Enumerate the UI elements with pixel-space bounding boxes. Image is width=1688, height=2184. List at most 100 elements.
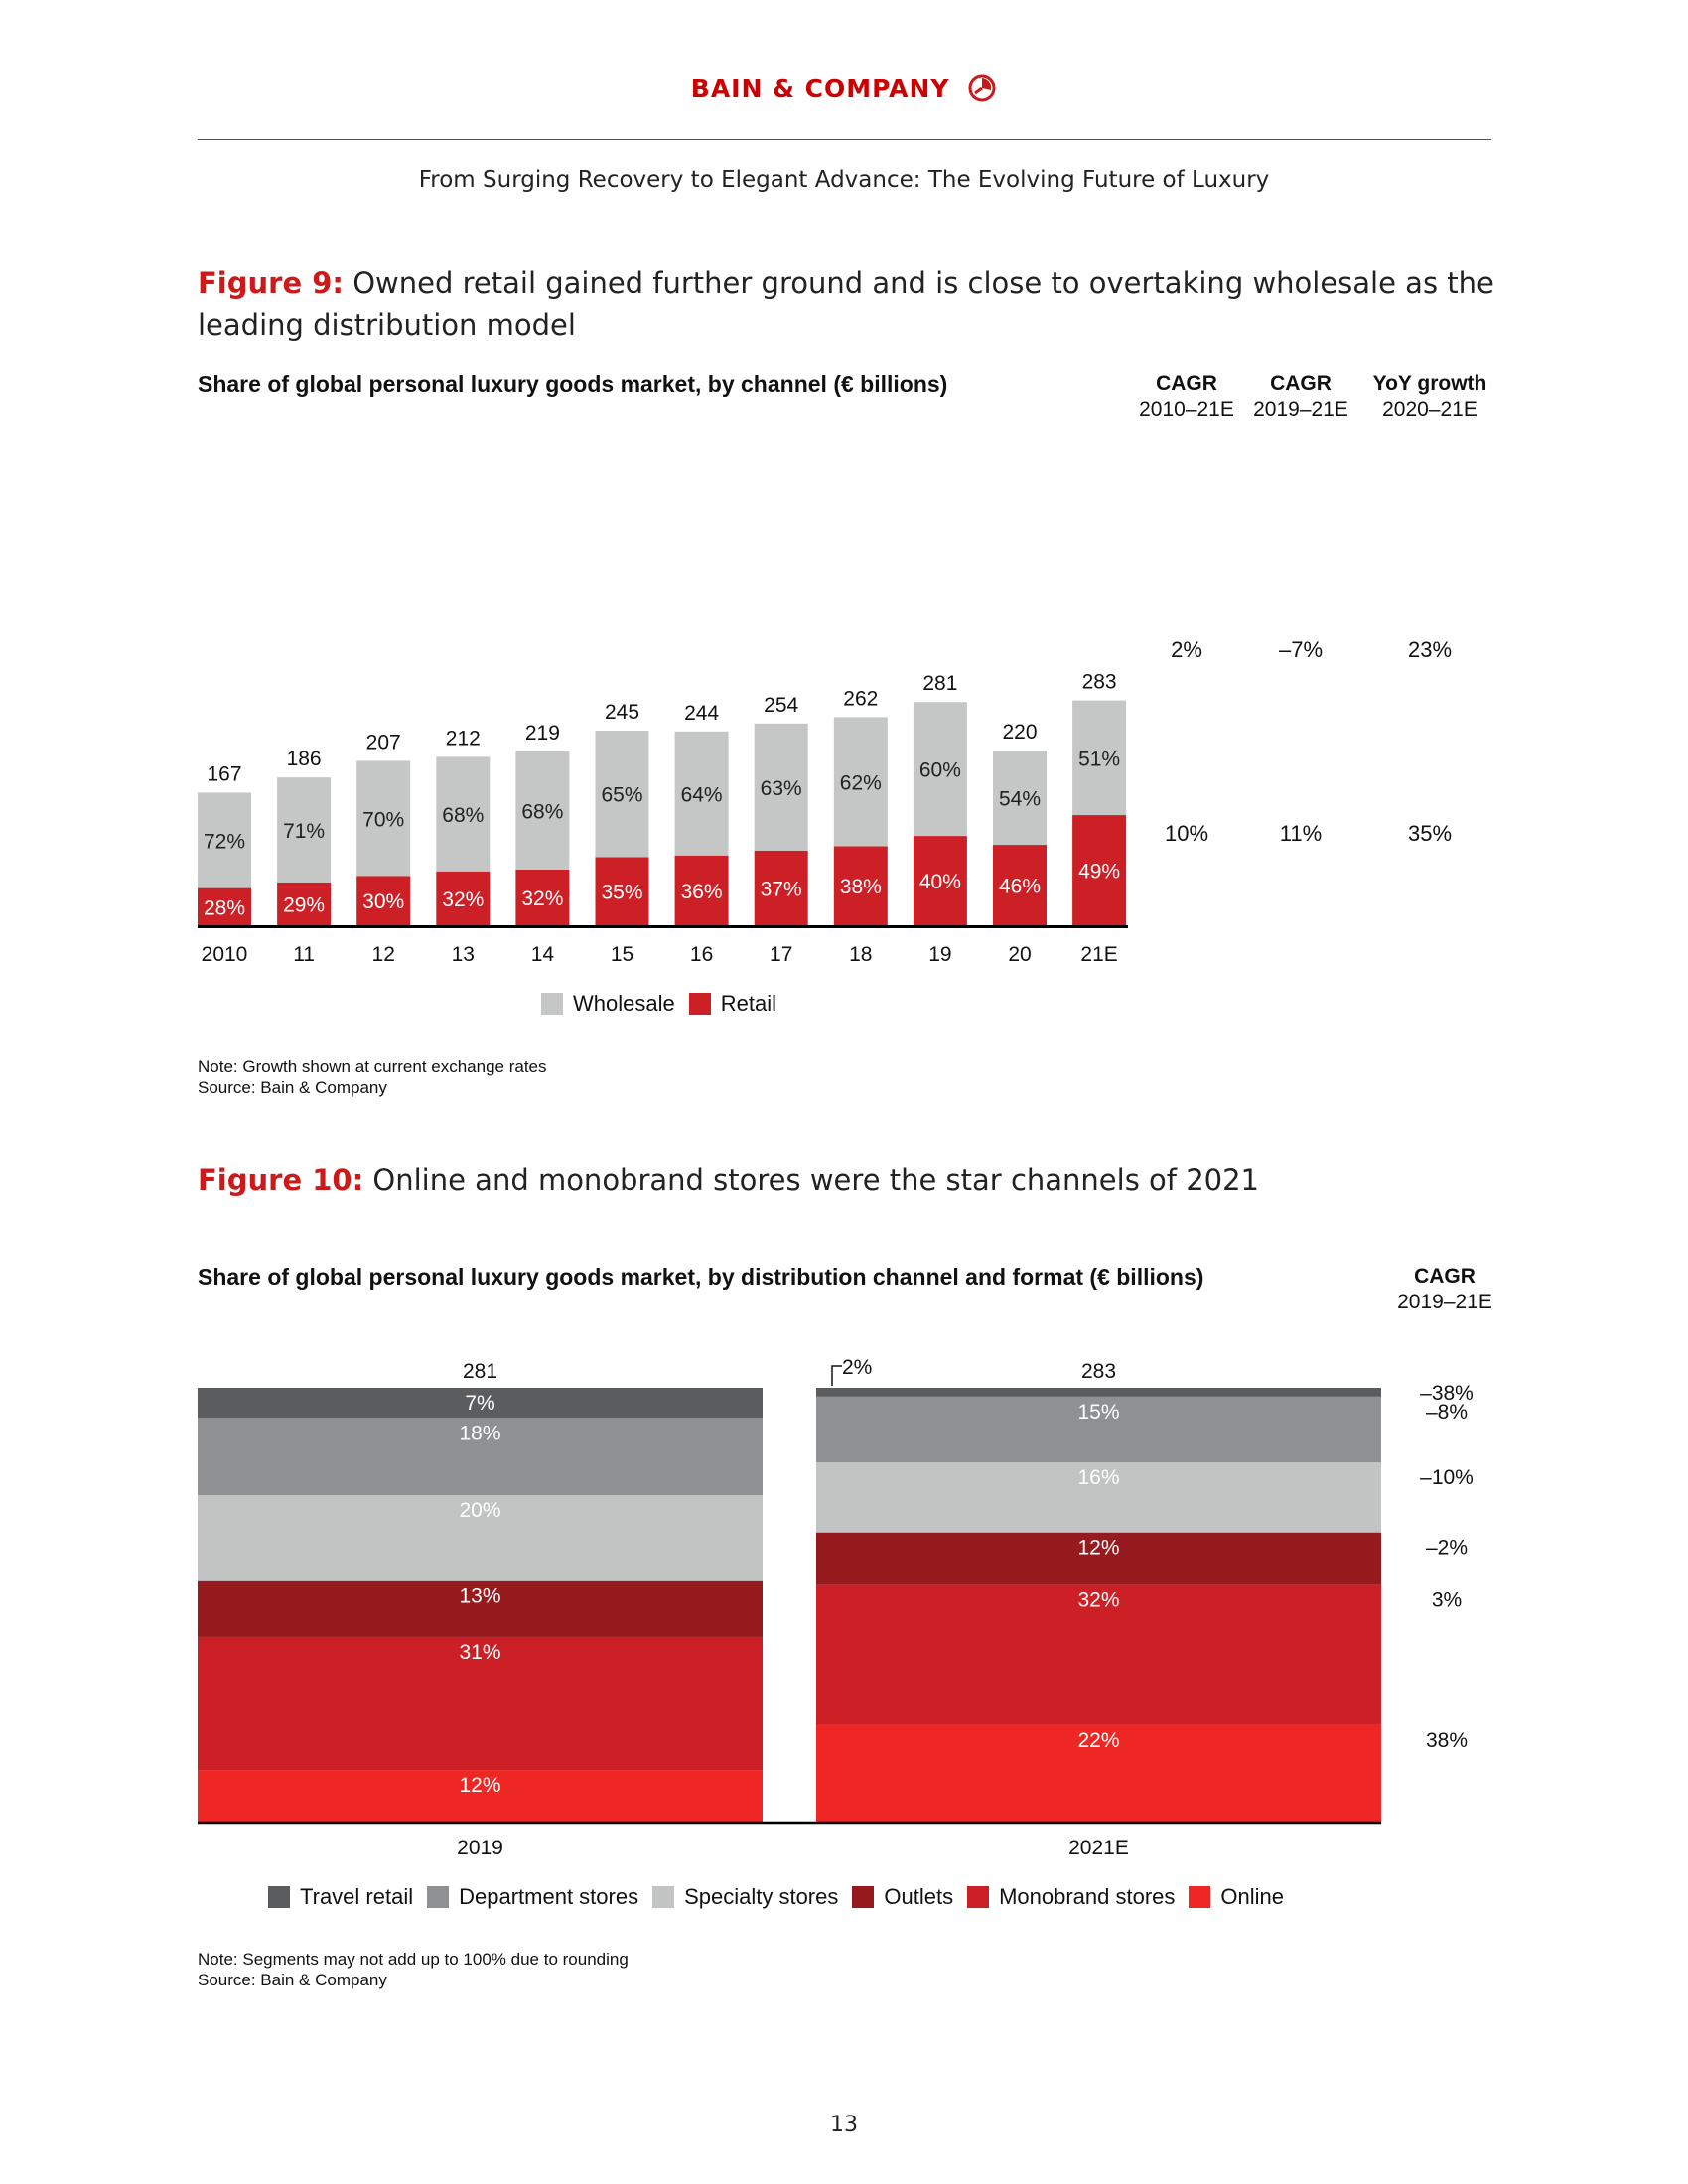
specialty-stores-share-label: 16%	[1077, 1466, 1119, 1489]
retail-bar-11	[277, 882, 332, 925]
legend-label: Specialty stores	[684, 1884, 839, 1909]
growth-retail-cagr-2019: 11%	[1279, 821, 1323, 846]
total-label: 254	[764, 694, 798, 717]
outlets-segment-2021e	[816, 1532, 1381, 1585]
retail-bar-20	[993, 845, 1047, 925]
page-number: 13	[830, 2113, 858, 2137]
total-label: 281	[463, 1360, 497, 1383]
retail-bar-16	[674, 855, 729, 925]
col-head-line1: CAGR	[1156, 372, 1217, 395]
wholesale-share-label: 62%	[840, 771, 882, 794]
cagr-value: 3%	[1432, 1589, 1462, 1612]
wholesale-bar-2010	[198, 792, 251, 888]
wholesale-share-label: 64%	[681, 783, 723, 806]
growth-retail-yoy: 35%	[1407, 821, 1453, 846]
col-head-line2: 2019–21E	[1397, 1291, 1492, 1313]
total-label: 283	[1081, 1360, 1116, 1383]
online-segment-2021e	[816, 1724, 1381, 1822]
legend-label: Wholesale	[573, 991, 675, 1016]
x-tick-label: 20	[1008, 943, 1031, 966]
col-head-line1: CAGR	[1270, 372, 1332, 395]
cagr-value: –8%	[1426, 1401, 1468, 1424]
retail-share-label: 36%	[681, 881, 723, 903]
wholesale-bar-12	[356, 760, 411, 877]
retail-share-label: 28%	[204, 896, 245, 919]
retail-bar-14	[515, 869, 570, 925]
retail-bar-18	[833, 846, 888, 925]
figure10-chart: 12% 31% 13% 20% 18% 7% 281 2019 22% 32% 12% 16% 15% 2…	[198, 1356, 1474, 1859]
department-stores-segment-2019	[198, 1418, 763, 1496]
x-tick-label: 11	[293, 943, 315, 966]
legend-item-department-stores: Department stores	[427, 1884, 638, 1910]
online-segment-2019	[198, 1770, 763, 1822]
x-tick-label: 2010	[202, 943, 248, 966]
cagr-value: –38%	[1420, 1382, 1474, 1405]
retail-share-label: 30%	[362, 890, 404, 913]
wholesale-share-label: 65%	[601, 784, 642, 807]
wholesale-swatch	[541, 993, 563, 1015]
header-divider	[198, 139, 1491, 140]
growth-retail-cagr-2010: 10%	[1164, 821, 1209, 846]
legend-item-online: Online	[1189, 1884, 1284, 1910]
wholesale-share-label: 51%	[1078, 748, 1120, 770]
total-label: 244	[684, 702, 719, 725]
figure10-title: Figure 10: Online and monobrand stores w…	[198, 1160, 1498, 1201]
wholesale-bar-16	[674, 731, 729, 856]
x-tick-label: 19	[928, 943, 951, 966]
online-share-label: 12%	[459, 1774, 500, 1797]
outlets-share-label: 13%	[459, 1585, 500, 1608]
brand-header: BAIN & COMPANY	[0, 73, 1688, 103]
growth-wholesale-yoy: 23%	[1407, 637, 1453, 662]
figure10-col-cagr: CAGR 2019–21E	[1375, 1264, 1514, 1315]
legend-label: Monobrand stores	[999, 1884, 1176, 1909]
outlets-segment-2019	[198, 1580, 763, 1637]
retail-bar-12	[356, 876, 411, 925]
total-label: 220	[1002, 721, 1037, 744]
wholesale-share-label: 70%	[362, 808, 404, 831]
x-tick-label: 18	[849, 943, 872, 966]
wholesale-bar-17	[754, 723, 808, 851]
legend-label: Outlets	[884, 1884, 954, 1909]
online-share-label: 22%	[1077, 1729, 1119, 1752]
legend-item-travel-retail: Travel retail	[268, 1884, 413, 1910]
wholesale-bar-13	[436, 756, 491, 872]
wholesale-share-label: 68%	[442, 804, 484, 827]
wholesale-bar-21e	[1072, 700, 1127, 816]
figure10-title-text: Online and monobrand stores were the sta…	[372, 1163, 1260, 1197]
legend-label: Retail	[720, 991, 776, 1016]
figure9-chart-subtitle: Share of global personal luxury goods ma…	[198, 371, 948, 397]
figure9-source: Source: Bain & Company	[198, 1078, 387, 1097]
legend-item-wholesale: Wholesale	[541, 991, 675, 1017]
specialty-stores-segment-2021e	[816, 1462, 1381, 1533]
retail-bar-17	[754, 850, 808, 925]
total-label: 262	[843, 687, 878, 710]
figure10-source: Source: Bain & Company	[198, 1971, 387, 1989]
x-tick-label: 16	[690, 943, 713, 966]
col-head-line2: 2019–21E	[1253, 398, 1348, 421]
retail-share-label: 32%	[442, 888, 484, 911]
retail-share-label: 40%	[919, 871, 961, 893]
monobrand-stores-segment-2019	[198, 1636, 763, 1771]
wholesale-share-label: 54%	[999, 788, 1041, 811]
wholesale-share-label: 68%	[521, 800, 563, 823]
bain-logo-icon	[968, 74, 996, 102]
department-stores-swatch	[427, 1886, 450, 1908]
col-head-line2: 2020–21E	[1382, 398, 1477, 421]
figure9-notes: Note: Growth shown at current exchange r…	[198, 1056, 547, 1098]
travel-retail-callout-line	[831, 1365, 842, 1386]
x-tick-label: 12	[372, 943, 395, 966]
wholesale-bar-14	[515, 751, 570, 870]
figure9-col-cagr-2010: CAGR 2010–21E	[1122, 371, 1251, 423]
x-tick-label: 2019	[457, 1837, 503, 1859]
specialty-stores-swatch	[652, 1886, 675, 1908]
cagr-value: –2%	[1426, 1537, 1468, 1560]
legend-item-outlets: Outlets	[852, 1884, 953, 1910]
legend-item-specialty-stores: Specialty stores	[652, 1884, 838, 1910]
monobrand-stores-share-label: 31%	[459, 1641, 500, 1664]
wholesale-share-label: 71%	[283, 820, 325, 843]
department-stores-segment-2021e	[816, 1396, 1381, 1463]
total-label: 207	[366, 731, 401, 753]
figure9-chart: 28% 72% 167 2010 29% 71% 186 11 30% 70% 207 12 32% 68…	[198, 671, 1128, 966]
wholesale-bar-18	[833, 717, 888, 847]
figure9-col-cagr-2019: CAGR 2019–21E	[1236, 371, 1365, 423]
